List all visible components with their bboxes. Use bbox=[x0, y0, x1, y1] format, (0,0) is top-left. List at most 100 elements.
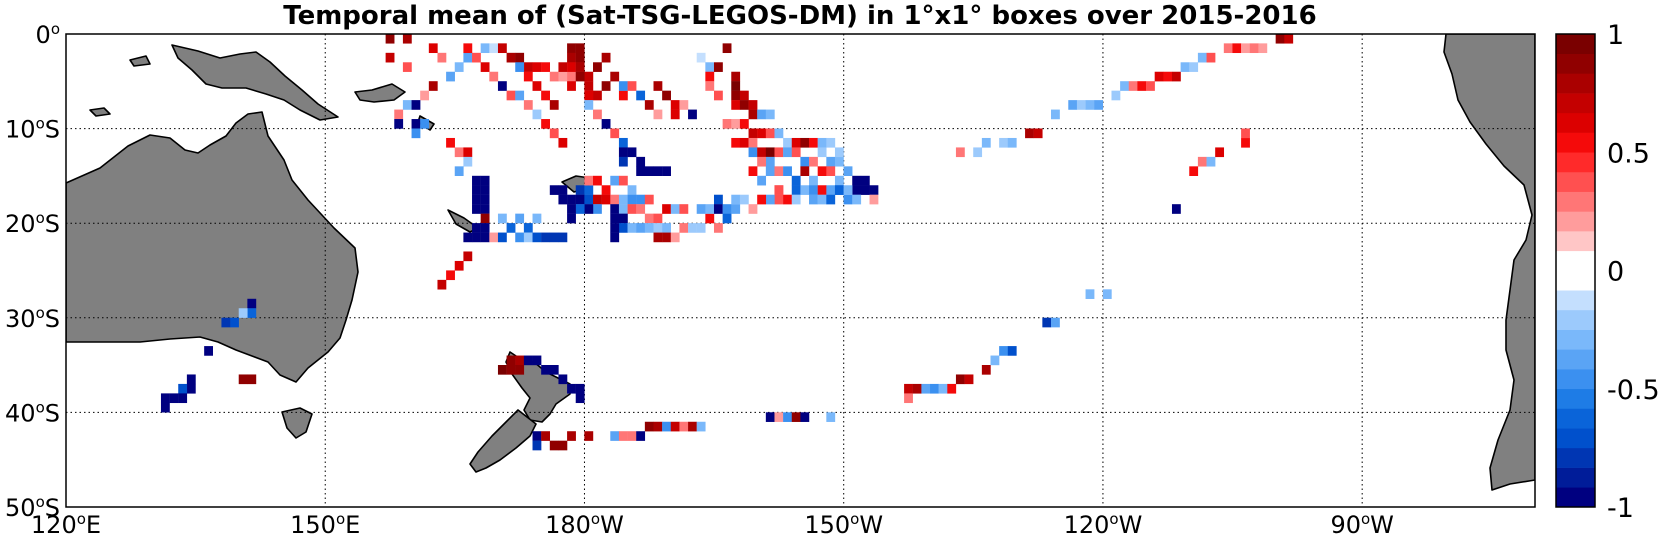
data-cell bbox=[420, 90, 430, 101]
data-cell bbox=[757, 194, 767, 205]
data-cell bbox=[532, 62, 542, 72]
data-cell bbox=[567, 204, 576, 214]
data-cell bbox=[463, 232, 473, 243]
data-cell bbox=[610, 128, 620, 139]
data-cell bbox=[567, 62, 576, 72]
data-cell bbox=[541, 62, 551, 72]
data-cell bbox=[549, 440, 559, 451]
data-cell bbox=[636, 431, 646, 441]
data-cell bbox=[739, 119, 749, 129]
data-cell bbox=[1163, 71, 1173, 82]
data-cell bbox=[480, 175, 490, 186]
data-cell bbox=[567, 431, 576, 441]
data-cell bbox=[826, 185, 836, 195]
data-cell bbox=[955, 374, 965, 385]
colorbar-segment bbox=[1556, 191, 1595, 212]
data-cell bbox=[454, 260, 464, 271]
data-cell bbox=[618, 204, 628, 214]
data-cell bbox=[696, 421, 706, 432]
data-cell bbox=[523, 100, 533, 110]
data-cell bbox=[653, 109, 663, 120]
data-cell bbox=[1042, 317, 1052, 328]
data-cell bbox=[843, 166, 853, 176]
data-cell bbox=[791, 137, 801, 148]
colorbar-segment bbox=[1556, 211, 1595, 232]
data-cell bbox=[1025, 128, 1034, 139]
data-cell bbox=[480, 62, 490, 72]
data-cell bbox=[705, 204, 715, 214]
data-cell bbox=[670, 421, 680, 432]
data-cell bbox=[1232, 43, 1242, 54]
new-britain-island bbox=[354, 83, 406, 103]
data-cell bbox=[713, 194, 723, 205]
data-cell bbox=[584, 90, 594, 101]
x-tick-label: 180oW bbox=[545, 510, 624, 539]
data-cell bbox=[653, 81, 663, 91]
data-cell bbox=[679, 421, 689, 432]
data-cell bbox=[1050, 109, 1060, 120]
data-cell bbox=[636, 223, 646, 233]
colorbar-tick-label: -1 bbox=[1607, 493, 1634, 524]
data-cell bbox=[618, 81, 628, 91]
colorbar-segment bbox=[1556, 447, 1595, 468]
data-cell bbox=[489, 232, 499, 243]
data-cell bbox=[558, 137, 568, 148]
data-cell bbox=[610, 194, 620, 205]
data-cell bbox=[644, 194, 654, 205]
data-cell bbox=[480, 232, 490, 243]
data-cell bbox=[515, 52, 525, 63]
data-cell bbox=[679, 100, 689, 110]
data-cell bbox=[688, 223, 697, 233]
data-cell bbox=[584, 204, 594, 214]
data-cell bbox=[757, 109, 767, 120]
x-tick-label: 90oW bbox=[1330, 510, 1393, 539]
y-tick-label: 0o bbox=[36, 20, 60, 49]
data-cell bbox=[584, 185, 594, 195]
data-cell bbox=[1094, 100, 1104, 110]
data-cell bbox=[783, 137, 792, 148]
data-cell bbox=[402, 100, 412, 110]
data-cell bbox=[584, 431, 594, 441]
data-cell bbox=[1007, 137, 1017, 148]
data-cell bbox=[688, 421, 697, 432]
data-cell bbox=[653, 421, 663, 432]
data-cell bbox=[644, 421, 654, 432]
data-cell bbox=[627, 81, 637, 91]
data-cell bbox=[1033, 128, 1043, 139]
data-cell bbox=[869, 185, 879, 195]
colorbar-segment bbox=[1556, 152, 1595, 173]
data-cell bbox=[618, 213, 628, 224]
data-cell bbox=[662, 421, 671, 432]
data-cell bbox=[463, 147, 473, 158]
data-cell bbox=[541, 119, 551, 129]
data-cell bbox=[610, 175, 620, 186]
data-cell bbox=[791, 147, 801, 158]
map-area bbox=[66, 34, 1535, 507]
colorbar-tick-label: 0 bbox=[1607, 257, 1624, 288]
data-cell bbox=[411, 119, 421, 129]
data-cell bbox=[575, 71, 585, 82]
data-cell bbox=[593, 194, 602, 205]
data-cell bbox=[774, 412, 784, 422]
data-cell bbox=[774, 147, 784, 158]
data-cell bbox=[584, 81, 594, 91]
data-cell bbox=[817, 194, 827, 205]
data-cell bbox=[731, 71, 741, 82]
data-cell bbox=[679, 223, 689, 233]
data-cell bbox=[437, 52, 447, 63]
data-cell bbox=[921, 383, 931, 394]
data-cell bbox=[454, 147, 464, 158]
data-cell bbox=[869, 194, 879, 205]
data-cell bbox=[247, 298, 257, 309]
data-cell bbox=[593, 175, 602, 186]
data-cell bbox=[662, 204, 671, 214]
data-cell bbox=[739, 90, 749, 101]
data-cell bbox=[1102, 289, 1112, 299]
data-cell bbox=[385, 34, 395, 44]
data-cell bbox=[817, 137, 827, 148]
data-cell bbox=[670, 232, 680, 243]
colorbar-segment bbox=[1556, 171, 1595, 192]
data-cell bbox=[1206, 156, 1216, 167]
data-cell bbox=[618, 90, 628, 101]
data-cell bbox=[1180, 62, 1190, 72]
